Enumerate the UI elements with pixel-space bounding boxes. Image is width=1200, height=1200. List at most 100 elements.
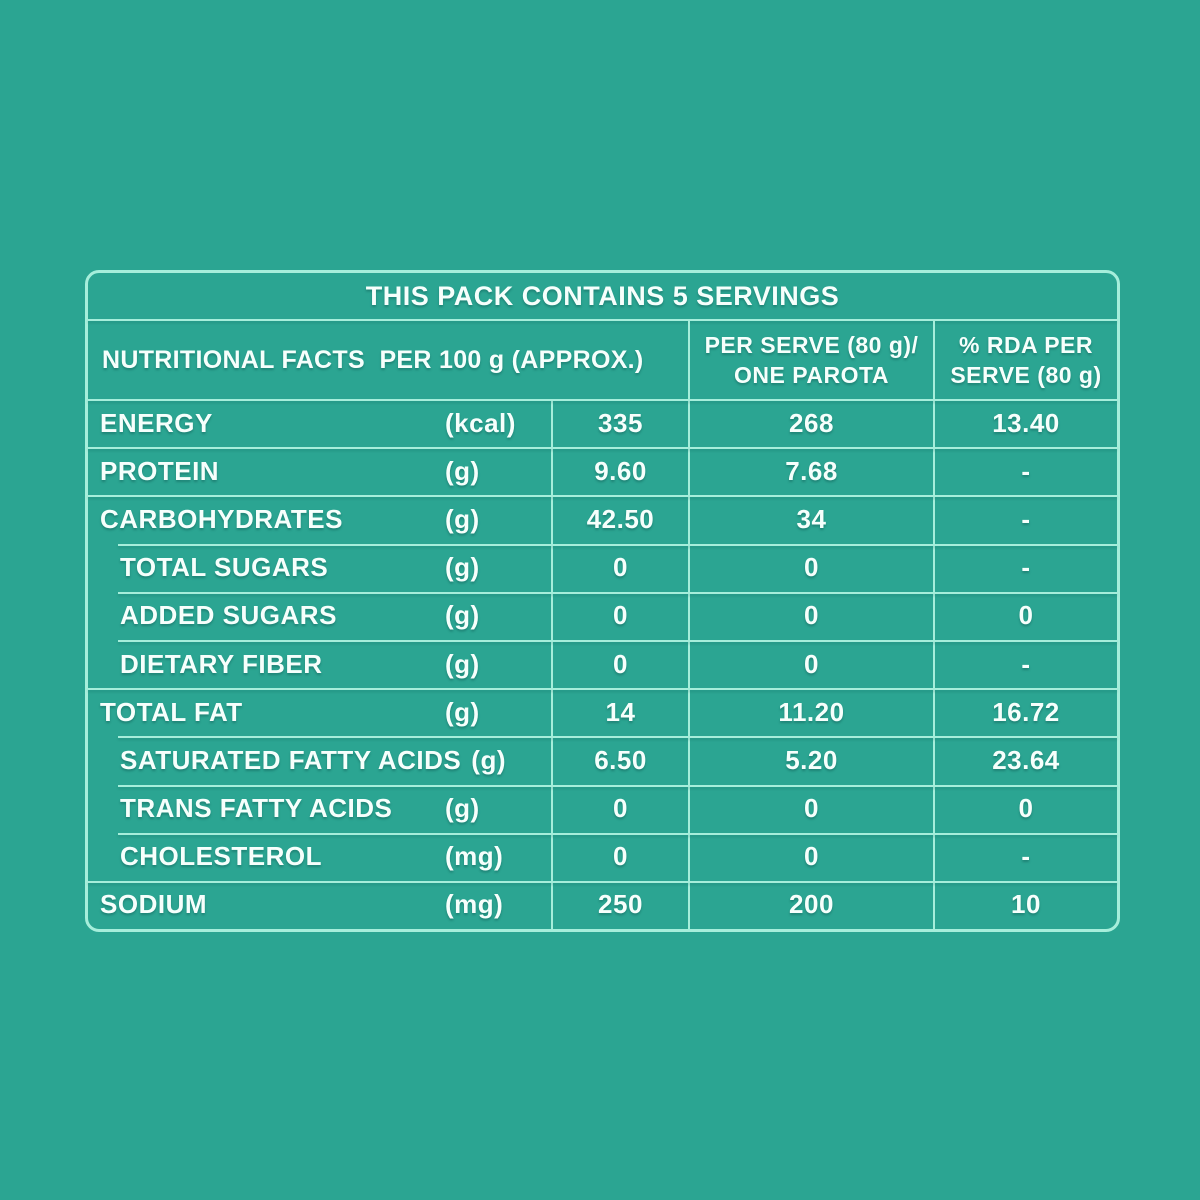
nutrient-label-cell: PROTEIN (g) [88,447,551,495]
nutrient-name: SODIUM [100,889,207,920]
value-per-serve: 5.20 [688,736,933,785]
nutrient-unit: (g) [445,793,480,824]
nutrient-label-cell: TOTAL FAT (g) [88,688,551,736]
nutrient-row: ENERGY (kcal) 335 268 13.40 [88,399,1117,448]
nutrient-label-cell: CHOLESTEROL (mg) [88,833,551,881]
value-per-serve: 0 [688,639,933,689]
nutrient-row: SODIUM (mg) 250 200 10 [88,880,1117,930]
nutrient-unit: (g) [445,600,480,631]
nutrient-unit: (g) [445,552,480,583]
row-divider [118,543,1117,546]
nutrient-rows: ENERGY (kcal) 335 268 13.40 PROTEIN (g) … [88,399,1117,930]
nutrient-name: TOTAL FAT [100,696,243,727]
header-rda-line1: % RDA PER [959,332,1093,358]
nutrient-row: ADDED SUGARS (g) 0 0 0 [88,591,1117,640]
value-per-100g: 0 [551,784,688,833]
nutrient-label-cell: DIETARY FIBER (g) [88,640,551,688]
value-per-serve: 0 [688,543,933,592]
row-divider [88,399,1117,401]
nutrient-label-cell: SODIUM (mg) [88,881,551,929]
header-nutritional-facts-per-100g: NUTRITIONAL FACTS PER 100 g (APPROX.) [102,345,644,374]
nutrient-label-cell: ADDED SUGARS (g) [88,592,551,640]
value-rda-percent: - [933,639,1117,689]
value-per-100g: 0 [551,543,688,592]
value-per-serve: 200 [688,880,933,930]
row-divider [118,736,1117,739]
row-divider [118,784,1117,787]
row-divider [118,832,1117,835]
header-rda-line2: SERVE (80 g) [950,362,1102,388]
nutrient-unit: (g) [445,696,480,727]
nutrient-name: TOTAL SUGARS [120,552,329,583]
row-divider [88,688,1117,691]
nutrient-unit: (g) [445,648,480,679]
nutrient-label-cell: ENERGY (kcal) [88,399,551,447]
nutrient-name: ENERGY [100,407,213,438]
value-per-100g: 335 [551,399,688,448]
nutrient-row: PROTEIN (g) 9.60 7.68 - [88,447,1117,496]
row-divider [118,591,1117,594]
pack-servings-title: THIS PACK CONTAINS 5 SERVINGS [365,280,840,311]
nutrient-label-cell: CARBOHYDRATES (g) [88,495,551,543]
nutrient-name: CHOLESTEROL [120,841,322,872]
value-rda-percent: 0 [933,591,1117,640]
value-rda-percent: - [933,447,1117,496]
value-per-serve: 0 [688,591,933,640]
value-per-100g: 14 [551,688,688,737]
value-per-serve: 0 [688,832,933,881]
row-divider [88,447,1117,450]
nutrient-row: DIETARY FIBER (g) 0 0 - [88,639,1117,689]
nutrient-unit: (g) [445,455,480,486]
header-per-serve-line2: ONE PAROTA [734,362,889,388]
value-rda-percent: 13.40 [933,399,1117,448]
nutrient-unit: (g) [445,503,480,534]
value-per-100g: 0 [551,832,688,881]
nutrient-name: DIETARY FIBER [120,648,323,679]
nutrient-name: CARBOHYDRATES [100,503,343,534]
nutrient-unit: (mg) [445,841,504,872]
nutrient-row: SATURATED FATTY ACIDS (g) 6.50 5.20 23.6… [88,736,1117,785]
nutrition-facts-table: THIS PACK CONTAINS 5 SERVINGS NUTRITIONA… [85,270,1120,932]
nutrient-name: SATURATED FATTY ACIDS [120,744,462,775]
value-per-100g: 0 [551,639,688,689]
column-header-row: NUTRITIONAL FACTS PER 100 g (APPROX.) PE… [88,321,1117,399]
nutrient-label-cell: SATURATED FATTY ACIDS (g) [88,736,551,784]
nutrient-name: TRANS FATTY ACIDS [120,793,393,824]
value-rda-percent: - [933,543,1117,592]
value-per-100g: 9.60 [551,447,688,496]
nutrient-unit: (g) [471,744,506,775]
value-rda-percent: 16.72 [933,688,1117,737]
nutrient-name: ADDED SUGARS [120,600,337,631]
value-per-100g: 42.50 [551,495,688,544]
row-divider [88,495,1117,498]
header-rda-per-serve: % RDA PER SERVE (80 g) [933,321,1117,399]
row-divider [118,639,1117,642]
value-rda-percent: - [933,495,1117,544]
title-divider [88,319,1117,321]
value-rda-percent: 23.64 [933,736,1117,785]
value-per-serve: 268 [688,399,933,448]
value-rda-percent: 0 [933,784,1117,833]
nutrient-label-cell: TRANS FATTY ACIDS (g) [88,785,551,833]
row-divider [88,880,1117,883]
value-per-100g: 6.50 [551,736,688,785]
nutrient-name: PROTEIN [100,455,220,486]
nutrient-row: CHOLESTEROL (mg) 0 0 - [88,832,1117,881]
nutrient-row: CARBOHYDRATES (g) 42.50 34 - [88,495,1117,544]
value-per-100g: 250 [551,880,688,930]
value-per-100g: 0 [551,591,688,640]
nutrient-row: TOTAL SUGARS (g) 0 0 - [88,543,1117,592]
value-rda-percent: - [933,832,1117,881]
value-rda-percent: 10 [933,880,1117,930]
nutrient-unit: (kcal) [445,407,516,438]
nutrient-row: TRANS FATTY ACIDS (g) 0 0 0 [88,784,1117,833]
header-per-serve: PER SERVE (80 g)/ ONE PAROTA [688,321,933,399]
header-per-serve-line1: PER SERVE (80 g)/ [704,332,919,358]
value-per-serve: 11.20 [688,688,933,737]
value-per-serve: 7.68 [688,447,933,496]
value-per-serve: 0 [688,784,933,833]
nutrient-unit: (mg) [445,889,504,920]
nutrient-label-cell: TOTAL SUGARS (g) [88,544,551,592]
nutrient-row: TOTAL FAT (g) 14 11.20 16.72 [88,688,1117,737]
